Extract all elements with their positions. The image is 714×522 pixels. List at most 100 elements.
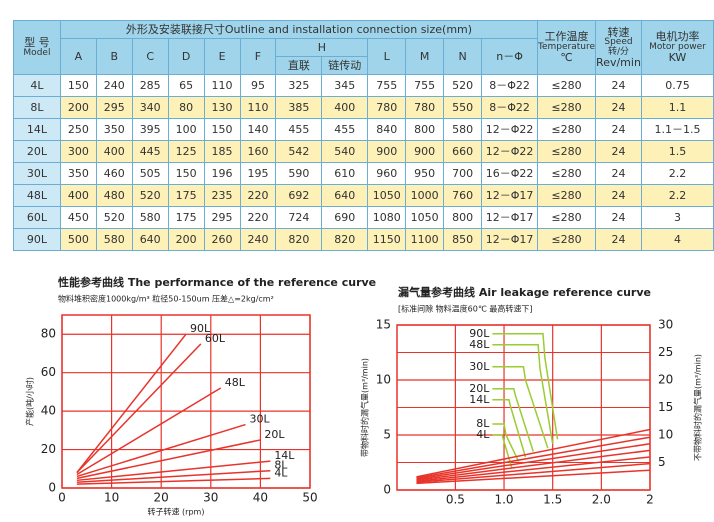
cell: 690 xyxy=(321,206,369,229)
cell: 340 xyxy=(131,96,169,119)
cell: 200 xyxy=(167,228,205,251)
cell: 580 xyxy=(131,206,169,229)
cell: 480 xyxy=(95,184,133,207)
chart-subtitle: 物料堆积密度1000kg/m³ 粒径50-150um 压差△=2kg/cm² xyxy=(58,294,274,304)
cell: 505 xyxy=(131,162,169,185)
series-line xyxy=(492,399,527,458)
cell: 800 xyxy=(443,206,483,229)
x-tick-label: 30 xyxy=(203,491,218,505)
temp-header-line: ℃ xyxy=(560,51,573,65)
power-header-line: 电机功率 xyxy=(655,30,700,44)
y-tick-label: 40 xyxy=(41,404,56,418)
series-line xyxy=(76,343,202,474)
y-tick-label: 20 xyxy=(41,442,56,456)
cell: 550 xyxy=(443,96,483,119)
y-tick-label: 0 xyxy=(48,481,56,495)
data-row: 90L 500 580 640 200 260 240 820 820 1150 1100 850 12… xyxy=(13,228,714,251)
series-line xyxy=(492,388,534,452)
cell: 350 xyxy=(59,162,97,185)
cell: 195 xyxy=(239,162,277,185)
series-line xyxy=(76,387,222,476)
cell: 455 xyxy=(321,118,369,141)
cell: 780 xyxy=(367,96,407,119)
series-line xyxy=(492,366,549,449)
model-cell: 4L xyxy=(13,74,61,97)
header-row: 型 号 Model 外形及安装联接尺寸Outline and installatio… xyxy=(13,20,714,75)
cell: 610 xyxy=(321,162,369,185)
cell: 960 xyxy=(367,162,407,185)
model-cell: 30L xyxy=(13,162,61,185)
cell: 345 xyxy=(321,74,369,97)
series-line xyxy=(416,443,651,480)
cell: 200 xyxy=(59,96,97,119)
cell: 590 xyxy=(275,162,323,185)
y-tick-label: 80 xyxy=(41,327,56,341)
x-tick-label: 10 xyxy=(104,491,119,505)
cell: ≤280 xyxy=(537,96,597,119)
y-tick-label: 0 xyxy=(383,483,391,497)
cell: 185 xyxy=(203,140,241,163)
cell: 500 xyxy=(59,228,97,251)
cell: 540 xyxy=(321,140,369,163)
x-axis-label: 转子转速 (rpm) xyxy=(148,507,205,517)
x-tick-label: 1.5 xyxy=(543,493,562,507)
cell: 900 xyxy=(405,140,445,163)
cell: ≤280 xyxy=(537,228,597,251)
plot-frame xyxy=(396,324,651,491)
cell: 16－Φ22 xyxy=(481,162,539,185)
model-cell: 48L xyxy=(13,184,61,207)
data-row: 30L 350 460 505 150 196 195 590 610 960 950 700 16－Φ… xyxy=(13,162,714,185)
column-header: H xyxy=(275,38,369,57)
cell: 2.2 xyxy=(640,184,714,207)
cell: 24 xyxy=(595,118,642,141)
cell: 196 xyxy=(203,162,241,185)
y2-axis-label: 不带物料时的漏气量(m³/min) xyxy=(693,354,703,461)
cell: 4 xyxy=(640,228,714,251)
cell: 780 xyxy=(405,96,445,119)
speed-header-line: 转/分 xyxy=(607,46,630,57)
cell: 220 xyxy=(239,206,277,229)
series-label: 30L xyxy=(250,413,271,426)
cell: 24 xyxy=(595,74,642,97)
series-line xyxy=(76,333,187,474)
cell: 295 xyxy=(95,96,133,119)
column-header: N xyxy=(443,38,483,75)
cell: 395 xyxy=(131,118,169,141)
y-tick-label: 15 xyxy=(376,318,391,332)
y2-tick-label: 30 xyxy=(658,318,673,332)
cell: 80 xyxy=(167,96,205,119)
cell: 580 xyxy=(95,228,133,251)
model-cell: 20L xyxy=(13,140,61,163)
cell: 724 xyxy=(275,206,323,229)
cell: 692 xyxy=(275,184,323,207)
cell: 240 xyxy=(239,228,277,251)
model-header-line: 型 号 xyxy=(24,36,50,49)
cell: ≤280 xyxy=(537,74,597,97)
plot-frame xyxy=(61,314,311,489)
series-label: 90L xyxy=(190,322,211,335)
cell: 12－Φ22 xyxy=(481,140,539,163)
cell: 1050 xyxy=(367,184,407,207)
column-header: F xyxy=(239,38,277,75)
model-cell: 8L xyxy=(13,96,61,119)
series-line xyxy=(492,423,520,462)
cell: 150 xyxy=(203,118,241,141)
power-header-line: Motor power xyxy=(649,41,706,52)
y-axis-label: 产能(吨/小时) xyxy=(25,377,35,426)
series-label: 14L xyxy=(274,449,295,462)
cell: ≤280 xyxy=(537,162,597,185)
column-subheader: 链传动 xyxy=(321,56,369,75)
series-line xyxy=(416,462,651,484)
cell: 820 xyxy=(275,228,323,251)
temp-header-line: 工作温度 xyxy=(544,30,589,44)
speed-header-line: Speed xyxy=(604,37,633,48)
column-header: C xyxy=(131,38,169,75)
column-header: B xyxy=(95,38,133,75)
cell: 850 xyxy=(443,228,483,251)
cell: 1050 xyxy=(405,206,445,229)
series-label: 4L xyxy=(476,428,490,441)
series-label: 48L xyxy=(469,338,490,351)
speed-header: 转速 Speed 转/分 Rev/min xyxy=(595,20,642,75)
series-line xyxy=(416,469,651,485)
cell: 445 xyxy=(131,140,169,163)
